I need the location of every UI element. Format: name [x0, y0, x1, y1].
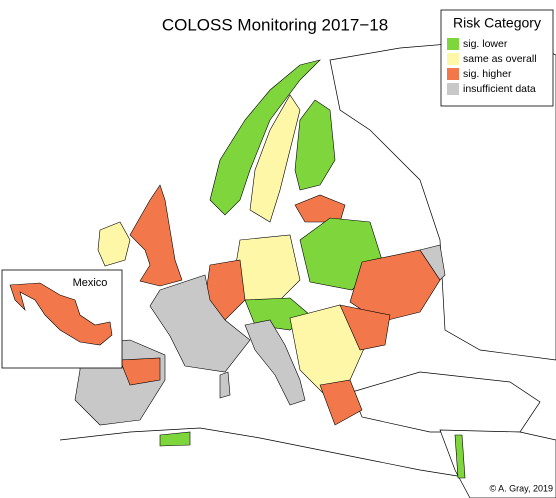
region [97, 221, 131, 267]
region [294, 194, 346, 223]
legend-swatch [447, 53, 459, 65]
region [129, 184, 183, 287]
regions [74, 59, 466, 479]
region [244, 319, 306, 406]
legend-label: sig. higher [463, 68, 512, 80]
turkey [351, 371, 541, 433]
mexico [9, 282, 113, 346]
legend-title: Risk Category [453, 15, 541, 31]
region [294, 99, 336, 191]
region [209, 59, 321, 216]
region [149, 274, 251, 373]
region [419, 244, 446, 281]
legend-swatch [447, 83, 459, 95]
africa-coast [59, 427, 471, 479]
legend-label: insufficient data [463, 83, 536, 95]
region [159, 431, 191, 447]
credit: © A. Gray, 2019 [490, 483, 554, 493]
region [319, 379, 363, 426]
legend-swatch [447, 68, 459, 80]
region [219, 371, 231, 399]
inset-label: Mexico [73, 277, 108, 289]
region [339, 304, 391, 351]
legend-swatch [447, 38, 459, 50]
legend: Risk Category sig. lower same as overall s… [440, 9, 554, 107]
middle-east [439, 429, 556, 498]
legend-label: sig. lower [463, 38, 508, 50]
legend-frame [440, 9, 554, 107]
legend-label: same as overall [463, 53, 537, 65]
region [454, 434, 466, 479]
map-title: COLOSS Monitoring 2017−18 [162, 15, 388, 34]
region [249, 94, 301, 223]
region [119, 357, 161, 386]
